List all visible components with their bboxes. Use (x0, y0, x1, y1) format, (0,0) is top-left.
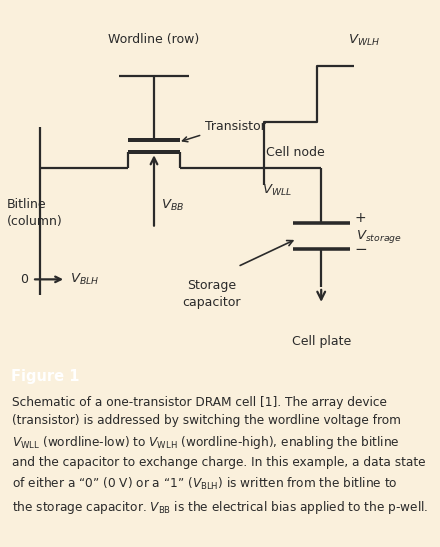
Text: Figure 1: Figure 1 (11, 369, 80, 383)
Text: 0: 0 (20, 273, 28, 286)
Text: Cell node: Cell node (266, 146, 325, 159)
Text: Cell plate: Cell plate (292, 335, 351, 348)
Text: +: + (354, 211, 366, 225)
Text: $V_{\mathregular{BLH}}$: $V_{\mathregular{BLH}}$ (70, 272, 100, 287)
Text: $V_{\mathregular{WLH}}$: $V_{\mathregular{WLH}}$ (348, 33, 380, 48)
Text: −: − (354, 242, 367, 258)
Text: Storage
capacitor: Storage capacitor (182, 280, 240, 310)
Text: Transistor: Transistor (205, 120, 265, 133)
Text: $V_{\mathregular{storage}}$: $V_{\mathregular{storage}}$ (356, 228, 402, 245)
Text: Bitline
(column): Bitline (column) (7, 199, 62, 228)
Text: Wordline (row): Wordline (row) (108, 33, 200, 46)
Text: Schematic of a one-transistor DRAM cell [1]. The array device
(transistor) is ad: Schematic of a one-transistor DRAM cell … (12, 396, 429, 516)
Text: $V_{\mathregular{WLL}}$: $V_{\mathregular{WLL}}$ (262, 183, 292, 198)
Text: $V_{\mathregular{BB}}$: $V_{\mathregular{BB}}$ (161, 198, 184, 213)
